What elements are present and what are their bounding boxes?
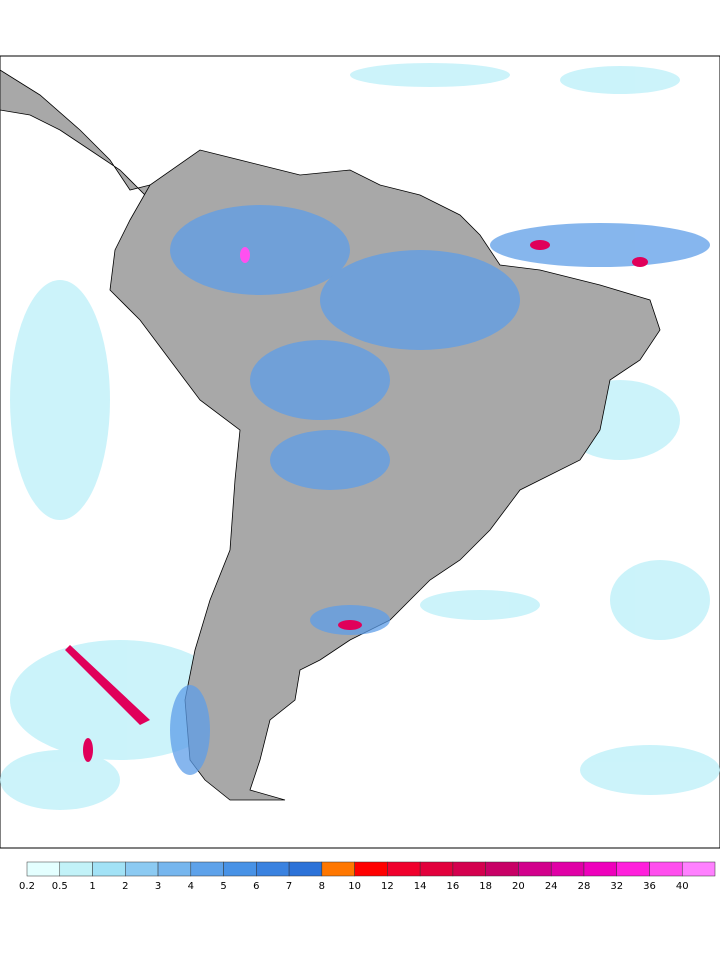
colorbar-label: 10: [348, 881, 361, 892]
heavy-precip: [65, 240, 648, 762]
colorbar-label: 20: [512, 881, 525, 892]
colorbar-swatch: [518, 861, 552, 877]
colorbar-swatch: [125, 861, 159, 877]
colorbar-swatch: [321, 861, 355, 877]
colorbar-swatch: [452, 861, 486, 877]
colorbar-label: 16: [447, 881, 460, 892]
map: [0, 55, 720, 849]
colorbar-label: 5: [220, 881, 226, 892]
colorbar-swatch: [288, 861, 323, 877]
colorbar-label: 4: [188, 881, 194, 892]
colorbar-swatch: [26, 861, 61, 877]
colorbar-label: 40: [676, 881, 689, 892]
colorbar-swatch: [256, 861, 290, 877]
colorbar-label: 28: [578, 881, 591, 892]
colorbar-swatch: [157, 861, 192, 877]
colorbar-label: 0.2: [19, 881, 35, 892]
colorbar-swatch: [92, 861, 126, 877]
colorbar-swatch: [419, 861, 454, 877]
colorbar-swatch: [616, 861, 650, 877]
colorbar-swatch: [387, 861, 421, 877]
colorbar-swatch: [550, 861, 585, 877]
colorbar-label: 8: [319, 881, 325, 892]
colorbar-swatch: [583, 861, 617, 877]
colorbar-label: 18: [479, 881, 492, 892]
colorbar-label: 0.5: [52, 881, 68, 892]
colorbar-swatch: [649, 861, 683, 877]
colorbar-label: 7: [286, 881, 292, 892]
colorbar-swatch: [681, 861, 716, 877]
colorbar-label: 2: [122, 881, 128, 892]
south-america: [109, 149, 661, 801]
colorbar-swatch: [59, 861, 93, 877]
colorbar-swatch: [485, 861, 519, 877]
colorbar-label: 24: [545, 881, 558, 892]
colorbar: 0.2 0.5 1 2 3 4 5 6 7 8 10 12 14 16 18 20 24 28 32 36 40: [19, 861, 716, 892]
colorbar-label: 6: [253, 881, 259, 892]
colorbar-label: 14: [414, 881, 427, 892]
moderate-precip: [170, 205, 710, 775]
colorbar-label: 32: [610, 881, 623, 892]
colorbar-swatch: [223, 861, 257, 877]
colorbar-swatch: [190, 861, 224, 877]
colorbar-label: 36: [643, 881, 656, 892]
colorbar-label: 12: [381, 881, 394, 892]
colorbar-swatch: [354, 861, 388, 877]
colorbar-label: 3: [155, 881, 161, 892]
colorbar-label: 1: [89, 881, 95, 892]
